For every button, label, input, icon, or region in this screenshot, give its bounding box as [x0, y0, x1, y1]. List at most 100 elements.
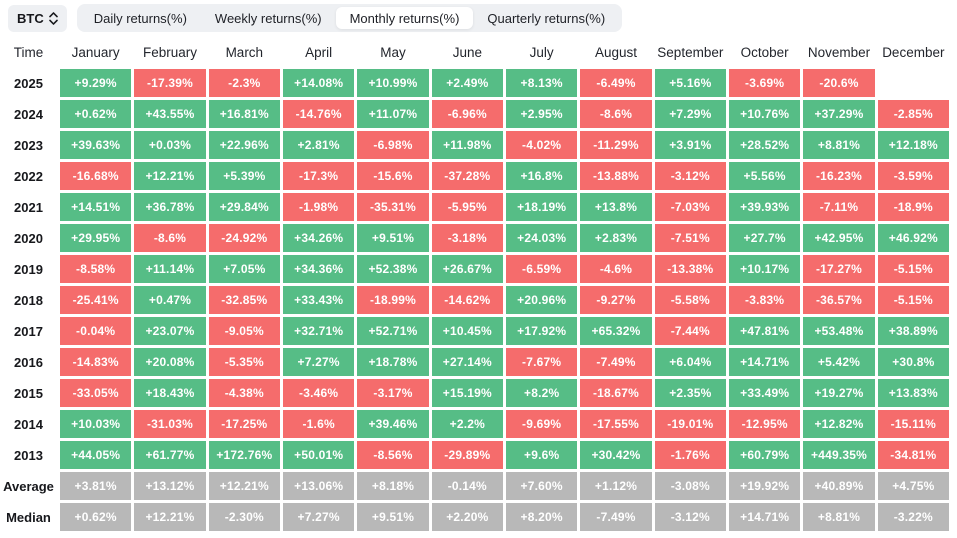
tab-quarterly[interactable]: Quarterly returns(%) — [487, 10, 606, 26]
return-cell: +2.81% — [283, 131, 355, 159]
returns-period-tabs: Daily returns(%) Weekly returns(%) Monthly… — [76, 4, 623, 32]
return-cell: +9.29% — [60, 69, 132, 97]
return-cell: -2.30% — [208, 503, 280, 531]
return-cell: +0.62% — [60, 100, 132, 128]
return-cell: -6.59% — [506, 255, 578, 283]
return-cell: +9.51% — [357, 224, 429, 252]
return-cell: -9.05% — [208, 317, 280, 345]
monthly-returns-table: Time January February March April May June July… — [0, 36, 957, 535]
return-cell: -3.22% — [877, 503, 949, 531]
return-cell: -25.41% — [60, 286, 132, 314]
return-cell: -34.81% — [877, 441, 949, 469]
return-cell: +22.96% — [208, 131, 280, 159]
return-cell: +18.43% — [134, 379, 206, 407]
return-cell: +36.78% — [134, 193, 206, 221]
return-cell: +40.89% — [803, 472, 875, 500]
return-cell: -31.03% — [134, 410, 206, 438]
return-cell: +6.04% — [654, 348, 726, 376]
return-cell: -9.69% — [506, 410, 578, 438]
return-cell: +18.78% — [357, 348, 429, 376]
return-cell: +61.77% — [134, 441, 206, 469]
return-cell: -13.88% — [580, 162, 652, 190]
return-cell: +50.01% — [283, 441, 355, 469]
return-cell: +12.18% — [877, 131, 949, 159]
return-cell: -9.27% — [580, 286, 652, 314]
return-cell: +37.29% — [803, 100, 875, 128]
return-cell: -7.49% — [580, 348, 652, 376]
return-cell: +1.12% — [580, 472, 652, 500]
return-cell: -7.49% — [580, 503, 652, 531]
return-cell: -5.58% — [654, 286, 726, 314]
return-cell: +5.16% — [654, 69, 726, 97]
symbol-selector[interactable]: BTC — [8, 4, 67, 32]
return-cell: -3.08% — [654, 472, 726, 500]
return-cell: +52.38% — [357, 255, 429, 283]
return-cell: -8.58% — [60, 255, 132, 283]
row-label-2022: 2022 — [14, 168, 43, 184]
return-cell: +7.27% — [283, 348, 355, 376]
return-cell: -18.9% — [877, 193, 949, 221]
return-cell: +5.42% — [803, 348, 875, 376]
row-label-2014: 2014 — [14, 416, 43, 432]
return-cell: -0.04% — [60, 317, 132, 345]
return-cell: +30.42% — [580, 441, 652, 469]
column-header-month: August — [594, 44, 637, 60]
return-cell: +43.55% — [134, 100, 206, 128]
tab-weekly[interactable]: Weekly returns(%) — [214, 10, 322, 26]
return-cell: -12.95% — [729, 410, 801, 438]
column-header-month: November — [807, 44, 871, 60]
return-cell: +12.21% — [134, 503, 206, 531]
symbol-label: BTC — [17, 10, 44, 26]
return-cell: +3.81% — [60, 472, 132, 500]
return-cell: +17.92% — [506, 317, 578, 345]
return-cell: +16.81% — [208, 100, 280, 128]
return-cell: -37.28% — [431, 162, 503, 190]
return-cell: -6.98% — [357, 131, 429, 159]
row-label-2015: 2015 — [14, 385, 43, 401]
return-cell: +29.95% — [60, 224, 132, 252]
return-cell: +19.27% — [803, 379, 875, 407]
return-cell: +14.71% — [729, 503, 801, 531]
return-cell: +10.76% — [729, 100, 801, 128]
return-cell: +0.03% — [134, 131, 206, 159]
return-cell: +24.03% — [506, 224, 578, 252]
return-cell: +8.13% — [506, 69, 578, 97]
return-cell: -3.59% — [877, 162, 949, 190]
return-cell: -5.95% — [431, 193, 503, 221]
column-header-time: Time — [13, 44, 44, 60]
return-cell: +11.14% — [134, 255, 206, 283]
return-cell: +10.99% — [357, 69, 429, 97]
return-cell: +2.83% — [580, 224, 652, 252]
return-cell: +12.82% — [803, 410, 875, 438]
column-header-month: December — [882, 44, 945, 60]
column-header-month: May — [380, 44, 406, 60]
return-cell: +33.49% — [729, 379, 801, 407]
return-cell: -7.44% — [654, 317, 726, 345]
return-cell: +39.46% — [357, 410, 429, 438]
return-cell: +13.06% — [283, 472, 355, 500]
return-cell: -35.31% — [357, 193, 429, 221]
row-label-median: Median — [6, 509, 51, 525]
return-cell: +16.8% — [506, 162, 578, 190]
column-header-month: September — [657, 44, 724, 60]
return-cell: +19.92% — [729, 472, 801, 500]
return-cell: +52.71% — [357, 317, 429, 345]
return-cell: +14.08% — [283, 69, 355, 97]
return-cell: +12.21% — [134, 162, 206, 190]
return-cell: -4.38% — [208, 379, 280, 407]
return-cell: +9.6% — [506, 441, 578, 469]
return-cell: -17.3% — [283, 162, 355, 190]
return-cell: +26.67% — [431, 255, 503, 283]
column-header-month: April — [305, 44, 333, 60]
return-cell: +3.91% — [654, 131, 726, 159]
return-cell: +172.76% — [208, 441, 280, 469]
return-cell: -5.15% — [877, 286, 949, 314]
return-cell: +14.71% — [729, 348, 801, 376]
tab-daily[interactable]: Daily returns(%) — [93, 10, 187, 26]
updown-chevron-icon — [48, 11, 58, 25]
return-cell: +20.08% — [134, 348, 206, 376]
row-label-2018: 2018 — [14, 292, 43, 308]
return-cell: +23.07% — [134, 317, 206, 345]
tab-monthly[interactable]: Monthly returns(%) — [335, 7, 474, 29]
return-cell: +0.47% — [134, 286, 206, 314]
